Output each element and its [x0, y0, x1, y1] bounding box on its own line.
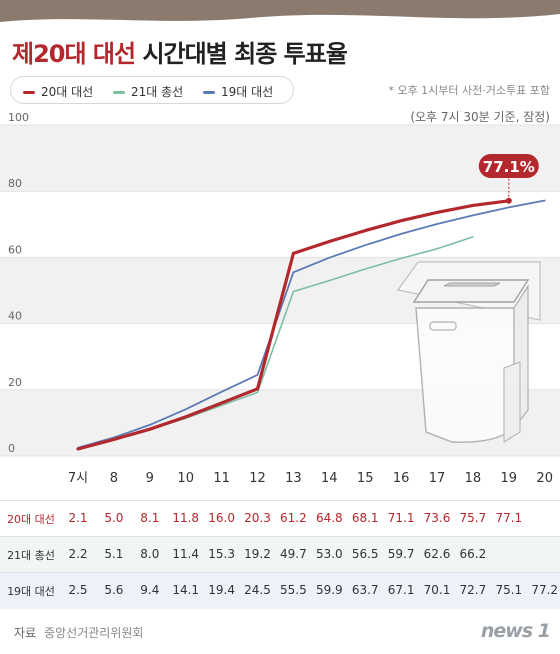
x-tick-label: 16	[393, 471, 410, 486]
ballot-box-slot	[443, 282, 501, 287]
table-cell: 9.4	[140, 583, 160, 597]
callout-point	[505, 197, 512, 204]
table-cell: 55.5	[280, 583, 307, 597]
table-cell: 59.9	[315, 583, 343, 597]
title-highlight: 제20대 대선	[12, 40, 136, 68]
table-row: 19대 대선 2.5 5.6 9.4 14.1 19.4 24.5 55.5 59.9 63.7 6…	[0, 572, 560, 609]
x-tick-label: 13	[285, 471, 302, 486]
source-label: 자료	[14, 626, 37, 640]
x-tick-label: 8	[110, 471, 118, 486]
table-cell: 11.8	[172, 511, 200, 525]
legend-item-19: 19대 대선	[203, 83, 273, 100]
table-row: 20대 대선 2.1 5.0 8.1 11.8 16.0 20.3 61.2 64.8 68.1 7…	[0, 500, 560, 537]
y-tick-label: 60	[8, 243, 22, 256]
ballot-box-latch	[503, 361, 521, 443]
x-tick-label: 20	[536, 471, 553, 486]
table-cell: 75.1	[495, 583, 523, 597]
table-cell: 66.2	[459, 547, 487, 561]
series-line-2	[77, 199, 546, 449]
note-early-voting: * 오후 1시부터 사전·거소투표 포함	[388, 84, 550, 97]
table-row-label: 19대 대선	[7, 585, 55, 598]
turnout-line-chart: 0 20 40 60 80 100 77.1% 7시 8 9 10 11 12 13 14 15 16 17 18 1…	[0, 111, 560, 486]
y-tick-label: 100	[8, 111, 29, 124]
table-cell: 11.4	[172, 547, 200, 561]
table-cell: 19.4	[208, 583, 235, 597]
top-decorative-band	[0, 0, 560, 22]
table-cell: 5.6	[104, 583, 124, 597]
title-rest: 시간대별 최종 투표율	[142, 40, 347, 68]
source-line: 자료 중앙선거관리위원회	[14, 624, 143, 641]
table-cell: 71.1	[387, 511, 415, 525]
table-cell: 24.5	[244, 583, 271, 597]
table-cell: 77.2	[531, 583, 559, 597]
note-time-basis: (오후 7시 30분 기준, 잠정)	[410, 110, 550, 124]
table-cell: 68.1	[351, 511, 379, 525]
y-tick-label: 40	[8, 310, 22, 323]
table-cell: 14.1	[172, 583, 200, 597]
legend-item-21: 21대 총선	[113, 83, 183, 100]
table-cell: 64.8	[315, 511, 343, 525]
chart-legend: 20대 대선 21대 총선 19대 대선	[10, 76, 294, 104]
table-cell: 20.3	[244, 511, 271, 525]
legend-item-20: 20대 대선	[23, 83, 93, 100]
table-cell: 8.1	[140, 511, 160, 525]
table-cell: 62.6	[423, 547, 451, 561]
x-tick-label: 12	[249, 471, 266, 486]
table-cell: 2.2	[68, 547, 88, 561]
ballot-box-handle	[429, 321, 457, 331]
x-tick-label: 10	[177, 471, 194, 486]
table-cell: 5.1	[104, 547, 124, 561]
table-cell: 75.7	[459, 511, 487, 525]
news1-logo: news 1	[480, 620, 551, 642]
table-row: 21대 총선 2.2 5.1 8.0 11.4 15.3 19.2 49.7 53.0 56.5 5…	[0, 536, 560, 573]
table-cell: 19.2	[244, 547, 271, 561]
page-title: 제20대 대선 시간대별 최종 투표율	[12, 34, 348, 69]
table-cell: 70.1	[423, 583, 451, 597]
table-cell: 15.3	[208, 547, 235, 561]
table-cell: 67.1	[387, 583, 415, 597]
table-row-label: 21대 총선	[7, 549, 55, 562]
table-cell: 5.0	[104, 511, 124, 525]
series-line-0	[76, 199, 511, 451]
table-cell: 2.1	[68, 511, 88, 525]
callout-value: 77.1%	[483, 158, 535, 176]
table-cell: 63.7	[351, 583, 379, 597]
x-tick-label: 11	[213, 471, 230, 486]
x-tick-label: 15	[357, 471, 374, 486]
y-tick-label: 0	[8, 442, 15, 455]
ballot-box-lid	[412, 279, 530, 303]
source-name: 중앙선거관리위원회	[44, 626, 144, 640]
y-tick-label: 20	[8, 376, 22, 389]
table-cell: 16.0	[208, 511, 235, 525]
table-row-label: 20대 대선	[7, 513, 55, 526]
x-tick-label: 14	[321, 471, 338, 486]
table-cell: 49.7	[280, 547, 307, 561]
x-tick-label: 7시	[68, 471, 88, 486]
y-tick-label: 80	[8, 177, 22, 190]
table-cell: 8.0	[140, 547, 160, 561]
table-cell: 77.1	[495, 511, 523, 525]
x-tick-label: 9	[146, 471, 154, 486]
table-cell: 72.7	[459, 583, 487, 597]
table-cell: 61.2	[280, 511, 307, 525]
x-tick-label: 19	[501, 471, 518, 486]
ballot-box-illustration	[396, 261, 541, 443]
grid-band	[0, 125, 560, 192]
x-tick-label: 18	[465, 471, 482, 486]
table-cell: 59.7	[387, 547, 415, 561]
x-tick-label: 17	[429, 471, 446, 486]
table-cell: 2.5	[68, 583, 88, 597]
callout-badge	[478, 154, 539, 178]
table-cell: 53.0	[315, 547, 343, 561]
table-cell: 56.5	[351, 547, 379, 561]
table-cell: 73.6	[423, 511, 451, 525]
